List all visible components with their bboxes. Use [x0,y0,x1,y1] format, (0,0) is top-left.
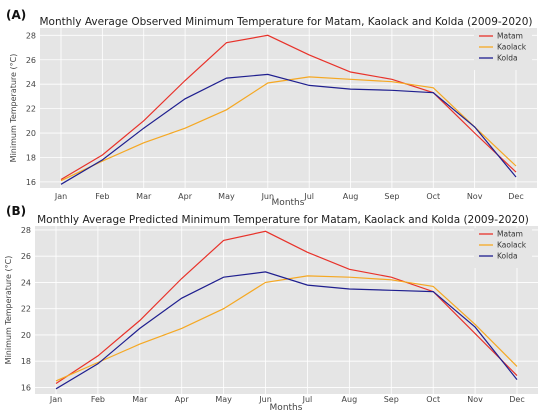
x-axis-label: Months [270,403,303,413]
x-tick-label: Sep [384,192,399,201]
x-tick-label: Jul [303,192,314,201]
x-tick-label: Jan [49,395,62,404]
legend-box [474,30,532,70]
series-lines [55,230,518,390]
x-tick-label: Mar [136,192,152,201]
x-tick-label: Jun [261,192,275,201]
legend-label: Kolda [497,252,518,261]
plot-area [40,28,537,188]
legend: Matam Kaolack Kolda [474,30,532,70]
y-tick-label: 22 [21,305,31,314]
y-axis-ticks: 16 18 20 22 24 26 28 [21,226,31,393]
x-tick-label: Apr [178,192,193,201]
legend-box [474,228,532,268]
x-tick-label: Mar [132,395,148,404]
x-tick-label: May [215,395,232,404]
y-axis-label: Minimum Temperature (°C) [9,54,18,163]
series-line-kolda [55,271,518,390]
series-line-kolda [60,73,517,185]
legend-label: Kaolack [497,43,527,52]
chart-title: Monthly Average Observed Minimum Tempera… [39,16,532,28]
x-axis-ticks: Jan Feb Mar Apr May Jun Jul Aug Sep Oct Nov Dec [49,395,525,404]
y-tick-label: 20 [21,331,31,340]
y-tick-label: 18 [21,357,31,366]
y-tick-label: 24 [21,278,31,287]
x-tick-label: Aug [342,395,358,404]
y-tick-label: 20 [26,129,36,138]
legend: Matam Kaolack Kolda [474,228,532,268]
y-axis-label: Minimum Temperature (°C) [4,256,13,365]
y-tick-label: 24 [26,80,36,89]
x-axis-label: Months [272,198,305,208]
plot-area [35,226,538,394]
y-tick-label: 22 [26,105,36,114]
series-line-kaolack [55,275,518,382]
series-lines [60,34,517,185]
y-tick-label: 26 [26,56,36,65]
legend-label: Kaolack [497,241,527,250]
gridlines [40,28,537,188]
x-tick-label: Dec [509,395,524,404]
x-tick-label: May [218,192,235,201]
x-tick-label: Jan [54,192,67,201]
y-tick-label: 18 [26,153,36,162]
x-tick-label: Sep [384,395,399,404]
legend-label: Kolda [497,54,518,63]
x-tick-label: Apr [175,395,190,404]
x-tick-label: Dec [508,192,523,201]
legend-label: Matam [497,32,523,41]
x-tick-label: Feb [91,395,105,404]
chart-title: Monthly Average Predicted Minimum Temper… [37,214,529,226]
panel-b: (B) Monthly Average Predicted Minimum Te… [4,204,538,413]
y-tick-label: 16 [21,383,31,392]
x-tick-label: Jul [302,395,313,404]
panel-label: (B) [6,204,26,218]
y-tick-label: 26 [21,252,31,261]
panel-a: (A) Monthly Average Observed Minimum Tem… [6,8,537,208]
panel-label: (A) [6,8,26,22]
legend-label: Matam [497,230,523,239]
x-tick-label: Jun [258,395,272,404]
x-tick-label: Feb [95,192,109,201]
y-tick-label: 28 [21,226,31,235]
series-line-matam [55,230,518,385]
series-line-matam [60,34,517,181]
y-tick-label: 28 [26,31,36,40]
y-tick-label: 16 [26,178,36,187]
y-axis-ticks: 16 18 20 22 24 26 28 [26,31,36,187]
gridlines [35,226,538,394]
x-tick-label: Nov [467,192,483,201]
x-tick-label: Oct [426,192,440,201]
x-tick-label: Nov [467,395,483,404]
x-axis-ticks: Jan Feb Mar Apr May Jun Jul Aug Sep Oct Nov Dec [54,192,524,201]
x-tick-label: Aug [343,192,359,201]
x-tick-label: Oct [426,395,440,404]
